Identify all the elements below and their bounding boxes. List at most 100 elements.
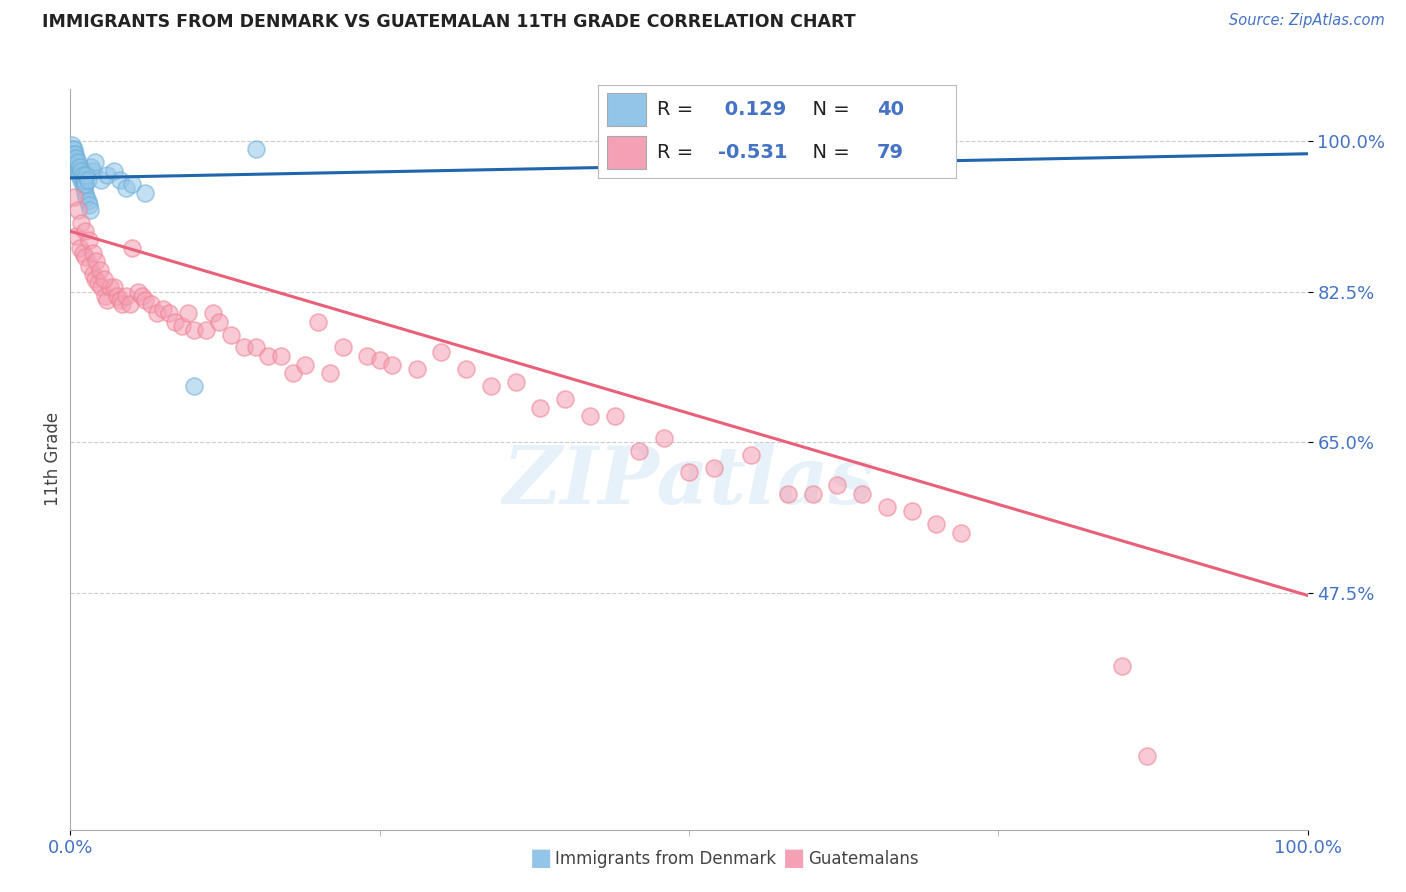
Point [245,143,267,157]
Point [900,504,922,518]
Text: -0.531: -0.531 [717,143,787,161]
Point [69,242,91,256]
Point [776,487,799,501]
Point [139,297,162,311]
Point [75,224,97,238]
Point [77,259,100,273]
Text: N =: N = [800,100,856,119]
Point [72,245,94,260]
Point [90,172,112,186]
Point [103,280,125,294]
Point [257,349,280,363]
Point [115,289,138,303]
Point [80,160,103,174]
Text: 0.129: 0.129 [717,100,786,119]
Point [108,293,131,307]
Point [121,242,143,256]
Text: ■: ■ [783,846,806,870]
Point [94,289,117,303]
Point [201,306,224,320]
Point [121,177,143,191]
Text: ■: ■ [530,846,553,870]
Point [108,172,131,186]
Point [67,164,90,178]
Point [876,500,898,514]
Point [66,155,89,169]
Point [63,146,86,161]
Point [65,228,87,243]
Point [60,138,83,153]
Text: Source: ZipAtlas.com: Source: ZipAtlas.com [1229,13,1385,29]
Point [368,353,391,368]
Point [73,181,96,195]
Text: IMMIGRANTS FROM DENMARK VS GUATEMALAN 11TH GRADE CORRELATION CHART: IMMIGRANTS FROM DENMARK VS GUATEMALAN 11… [42,13,856,31]
Point [65,151,87,165]
Point [65,155,87,169]
Point [82,164,104,178]
Point [152,301,174,316]
Point [232,341,254,355]
Point [134,293,156,307]
Text: Guatemalans: Guatemalans [808,850,920,868]
Point [703,461,725,475]
Point [505,375,527,389]
Point [678,465,700,479]
Point [270,349,292,363]
Point [90,280,112,294]
Point [307,315,329,329]
Point [70,216,93,230]
Point [76,194,98,208]
Point [103,164,125,178]
Point [115,181,138,195]
Point [157,306,180,320]
Point [131,289,153,303]
Point [75,169,97,183]
Point [245,341,267,355]
Point [63,190,86,204]
Point [579,409,602,424]
Point [82,245,104,260]
Text: N =: N = [800,143,856,161]
Point [70,164,93,178]
Point [98,280,121,294]
Text: Immigrants from Denmark: Immigrants from Denmark [555,850,776,868]
Point [66,160,89,174]
Point [165,315,187,329]
Text: 79: 79 [877,143,904,161]
Point [77,233,100,247]
Point [146,306,169,320]
Point [67,169,90,183]
Point [195,323,218,337]
Text: ZIPatlas: ZIPatlas [503,442,875,520]
Point [405,362,427,376]
Point [84,155,107,169]
Point [69,160,91,174]
Point [73,172,96,186]
Point [127,285,149,299]
Point [208,315,231,329]
Point [134,186,156,200]
Point [177,306,200,320]
Point [75,190,97,204]
Point [84,254,107,268]
Point [456,362,478,376]
Point [72,177,94,191]
Point [75,186,97,200]
Point [827,478,849,492]
Point [652,431,675,445]
Point [603,409,626,424]
Point [740,448,762,462]
Point [294,358,316,372]
Point [65,151,87,165]
Point [69,169,91,183]
Point [72,169,94,183]
Point [70,172,93,186]
Point [86,276,108,290]
Text: 40: 40 [877,100,904,119]
Point [554,392,576,406]
Point [65,146,87,161]
Point [219,327,242,342]
Point [118,297,141,311]
Point [84,271,107,285]
Point [950,525,973,540]
